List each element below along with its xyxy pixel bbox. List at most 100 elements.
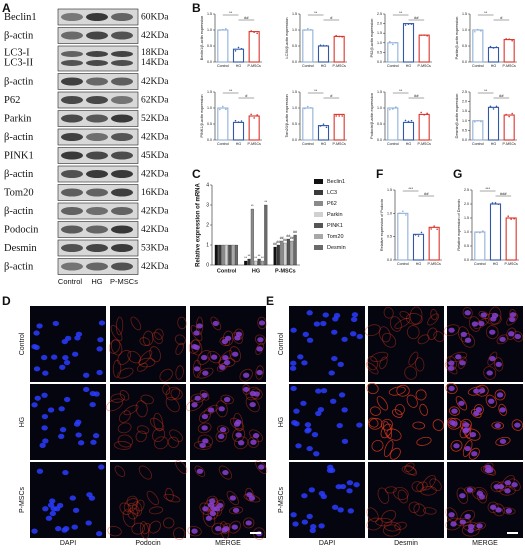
sig-mark: ## xyxy=(280,236,284,240)
cytoskeleton xyxy=(456,487,469,504)
nucleus xyxy=(459,493,466,499)
x-tick-label: Control xyxy=(472,142,484,146)
x-tick-label: HG xyxy=(416,262,422,266)
nucleus xyxy=(304,422,312,428)
nucleus xyxy=(464,513,471,519)
cytoskeleton xyxy=(220,394,234,405)
nucleus xyxy=(306,513,313,519)
nucleus xyxy=(330,398,337,404)
cytoskeleton xyxy=(105,398,124,412)
blot-kda: 42KDa xyxy=(141,77,169,87)
dot xyxy=(407,23,410,25)
row-label: Control xyxy=(278,332,285,355)
cytoskeleton xyxy=(175,460,188,474)
dot xyxy=(225,27,227,30)
y-tick-label: 0.5 xyxy=(462,128,467,132)
cytoskeleton xyxy=(153,412,164,432)
dot xyxy=(430,228,432,230)
nucleus xyxy=(237,440,245,446)
nucleus xyxy=(301,360,308,366)
legend-label: P62 xyxy=(327,201,337,207)
y-tick-label: 0.0 xyxy=(462,60,467,64)
cytoskeleton xyxy=(388,386,406,396)
blot-band xyxy=(61,244,83,252)
cytoskeleton xyxy=(450,439,463,452)
nucleus xyxy=(210,506,217,512)
cytoskeleton xyxy=(366,517,383,531)
sig-mark: ## xyxy=(293,230,297,234)
cytoskeleton xyxy=(381,509,397,523)
cytoskeleton xyxy=(107,525,122,537)
bar xyxy=(218,244,222,266)
nucleus xyxy=(40,354,48,361)
bar xyxy=(472,120,484,141)
cytoskeleton xyxy=(174,334,186,345)
nucleus xyxy=(253,391,260,397)
dot xyxy=(420,111,422,114)
nucleus xyxy=(221,338,229,345)
blot-band xyxy=(86,51,108,57)
y-tick-label: 0.5 xyxy=(387,235,392,239)
blot-kda: 62KDa xyxy=(141,96,169,106)
cytoskeleton xyxy=(458,356,467,370)
cytoskeleton xyxy=(110,339,123,356)
nucleus xyxy=(223,359,231,366)
y-axis-title: Relative expression of Desmin xyxy=(457,199,461,250)
blot-band xyxy=(86,207,108,215)
cytoskeleton xyxy=(495,436,511,446)
nucleus xyxy=(50,506,57,512)
dot xyxy=(513,218,515,220)
blot-band xyxy=(111,170,133,178)
nucleus xyxy=(85,520,92,526)
blot-band xyxy=(111,207,133,215)
nucleus xyxy=(494,422,501,429)
nucleus xyxy=(504,488,511,494)
legend-swatch xyxy=(314,223,323,228)
bar xyxy=(505,217,517,261)
dot xyxy=(395,106,397,108)
cytoskeleton xyxy=(485,394,497,408)
x-tick-label: P-MSCs xyxy=(417,142,431,146)
nucleus xyxy=(311,432,319,438)
nucleus xyxy=(458,400,465,406)
y-tick-label: 0.5 xyxy=(462,44,467,48)
cytoskeleton xyxy=(382,524,401,537)
cytoskeleton xyxy=(383,421,392,439)
bar xyxy=(489,203,502,261)
y-tick-label: 1.0 xyxy=(462,119,467,123)
nucleus xyxy=(219,364,226,370)
cytoskeleton xyxy=(462,440,473,458)
dot xyxy=(477,28,479,31)
dot xyxy=(417,235,420,237)
dot xyxy=(489,105,492,108)
dot xyxy=(237,46,240,49)
cytoskeleton xyxy=(393,486,409,500)
nucleus xyxy=(315,388,322,394)
dot xyxy=(423,34,425,36)
bar xyxy=(264,204,268,266)
dot xyxy=(392,108,394,110)
sig-mark: ** xyxy=(258,254,261,258)
bar xyxy=(257,258,261,266)
blot-band xyxy=(111,31,133,40)
x-tick-label: HG xyxy=(406,142,412,146)
x-tick-label: HG xyxy=(236,64,242,68)
dot xyxy=(307,105,309,108)
cytoskeleton xyxy=(217,425,230,434)
nucleus xyxy=(209,498,216,504)
blot-kda: 45KDa xyxy=(141,151,169,161)
blot-band xyxy=(111,60,133,66)
dot xyxy=(492,47,495,49)
cytoskeleton xyxy=(138,350,153,366)
cytoskeleton xyxy=(391,409,403,418)
y-axis-title: Desmin/β-actin expression xyxy=(455,94,459,139)
dot xyxy=(222,105,224,108)
y-tick-label: 0.5 xyxy=(464,244,469,248)
cytoskeleton xyxy=(110,324,123,342)
nucleus xyxy=(222,355,229,361)
nucleus xyxy=(331,329,338,335)
cytoskeleton xyxy=(207,350,221,364)
dot xyxy=(491,202,494,204)
blot-band xyxy=(111,114,133,123)
cytoskeleton xyxy=(379,356,388,370)
